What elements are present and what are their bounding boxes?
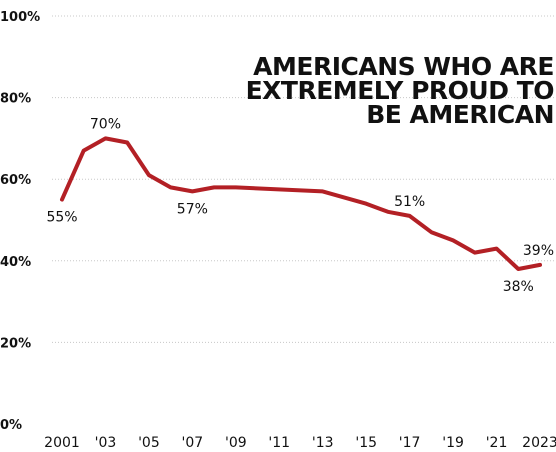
series-layer — [60, 136, 542, 271]
y-tick-label: 0% — [0, 418, 22, 433]
x-tick-label: 2023 — [522, 435, 556, 451]
series-line — [60, 136, 542, 271]
gridlines — [52, 15, 556, 343]
x-tick-label: '17 — [399, 435, 421, 451]
data-label: 70% — [90, 116, 121, 132]
chart-title-line: BE AMERICAN — [366, 100, 554, 129]
x-tick-label: '21 — [486, 435, 508, 451]
y-tick-label: 60% — [0, 173, 31, 188]
y-tick-label: 20% — [0, 336, 31, 351]
x-tick-label: '11 — [268, 435, 290, 451]
chart-title-line: EXTREMELY PROUD TO — [246, 76, 554, 105]
data-label: 38% — [503, 279, 534, 295]
data-label: 55% — [46, 210, 77, 226]
x-tick-label: '15 — [355, 435, 377, 451]
data-labels: 55% 70% 57% 51% 38% 39% — [46, 116, 554, 295]
data-label: 39% — [523, 243, 554, 259]
chart-title-line: AMERICANS WHO ARE — [253, 52, 554, 81]
x-tick-label: '09 — [225, 435, 247, 451]
x-axis-ticks: 2001 '03 '05 '07 '09 '11 '13 '15 '17 '19 '21 2023 — [44, 435, 556, 451]
y-tick-label: 40% — [0, 255, 31, 270]
y-tick-label: 80% — [0, 92, 31, 107]
x-tick-label: '03 — [95, 435, 117, 451]
x-tick-label: 2001 — [44, 435, 80, 451]
x-tick-label: '05 — [138, 435, 160, 451]
y-axis-ticks: 0% 20% 40% 60% 80% 100% — [0, 10, 40, 433]
x-tick-label: '07 — [182, 435, 204, 451]
data-label: 51% — [394, 194, 425, 210]
data-label: 57% — [177, 201, 208, 217]
y-tick-label: 100% — [0, 10, 40, 25]
x-tick-label: '13 — [312, 435, 334, 451]
x-tick-label: '19 — [442, 435, 464, 451]
